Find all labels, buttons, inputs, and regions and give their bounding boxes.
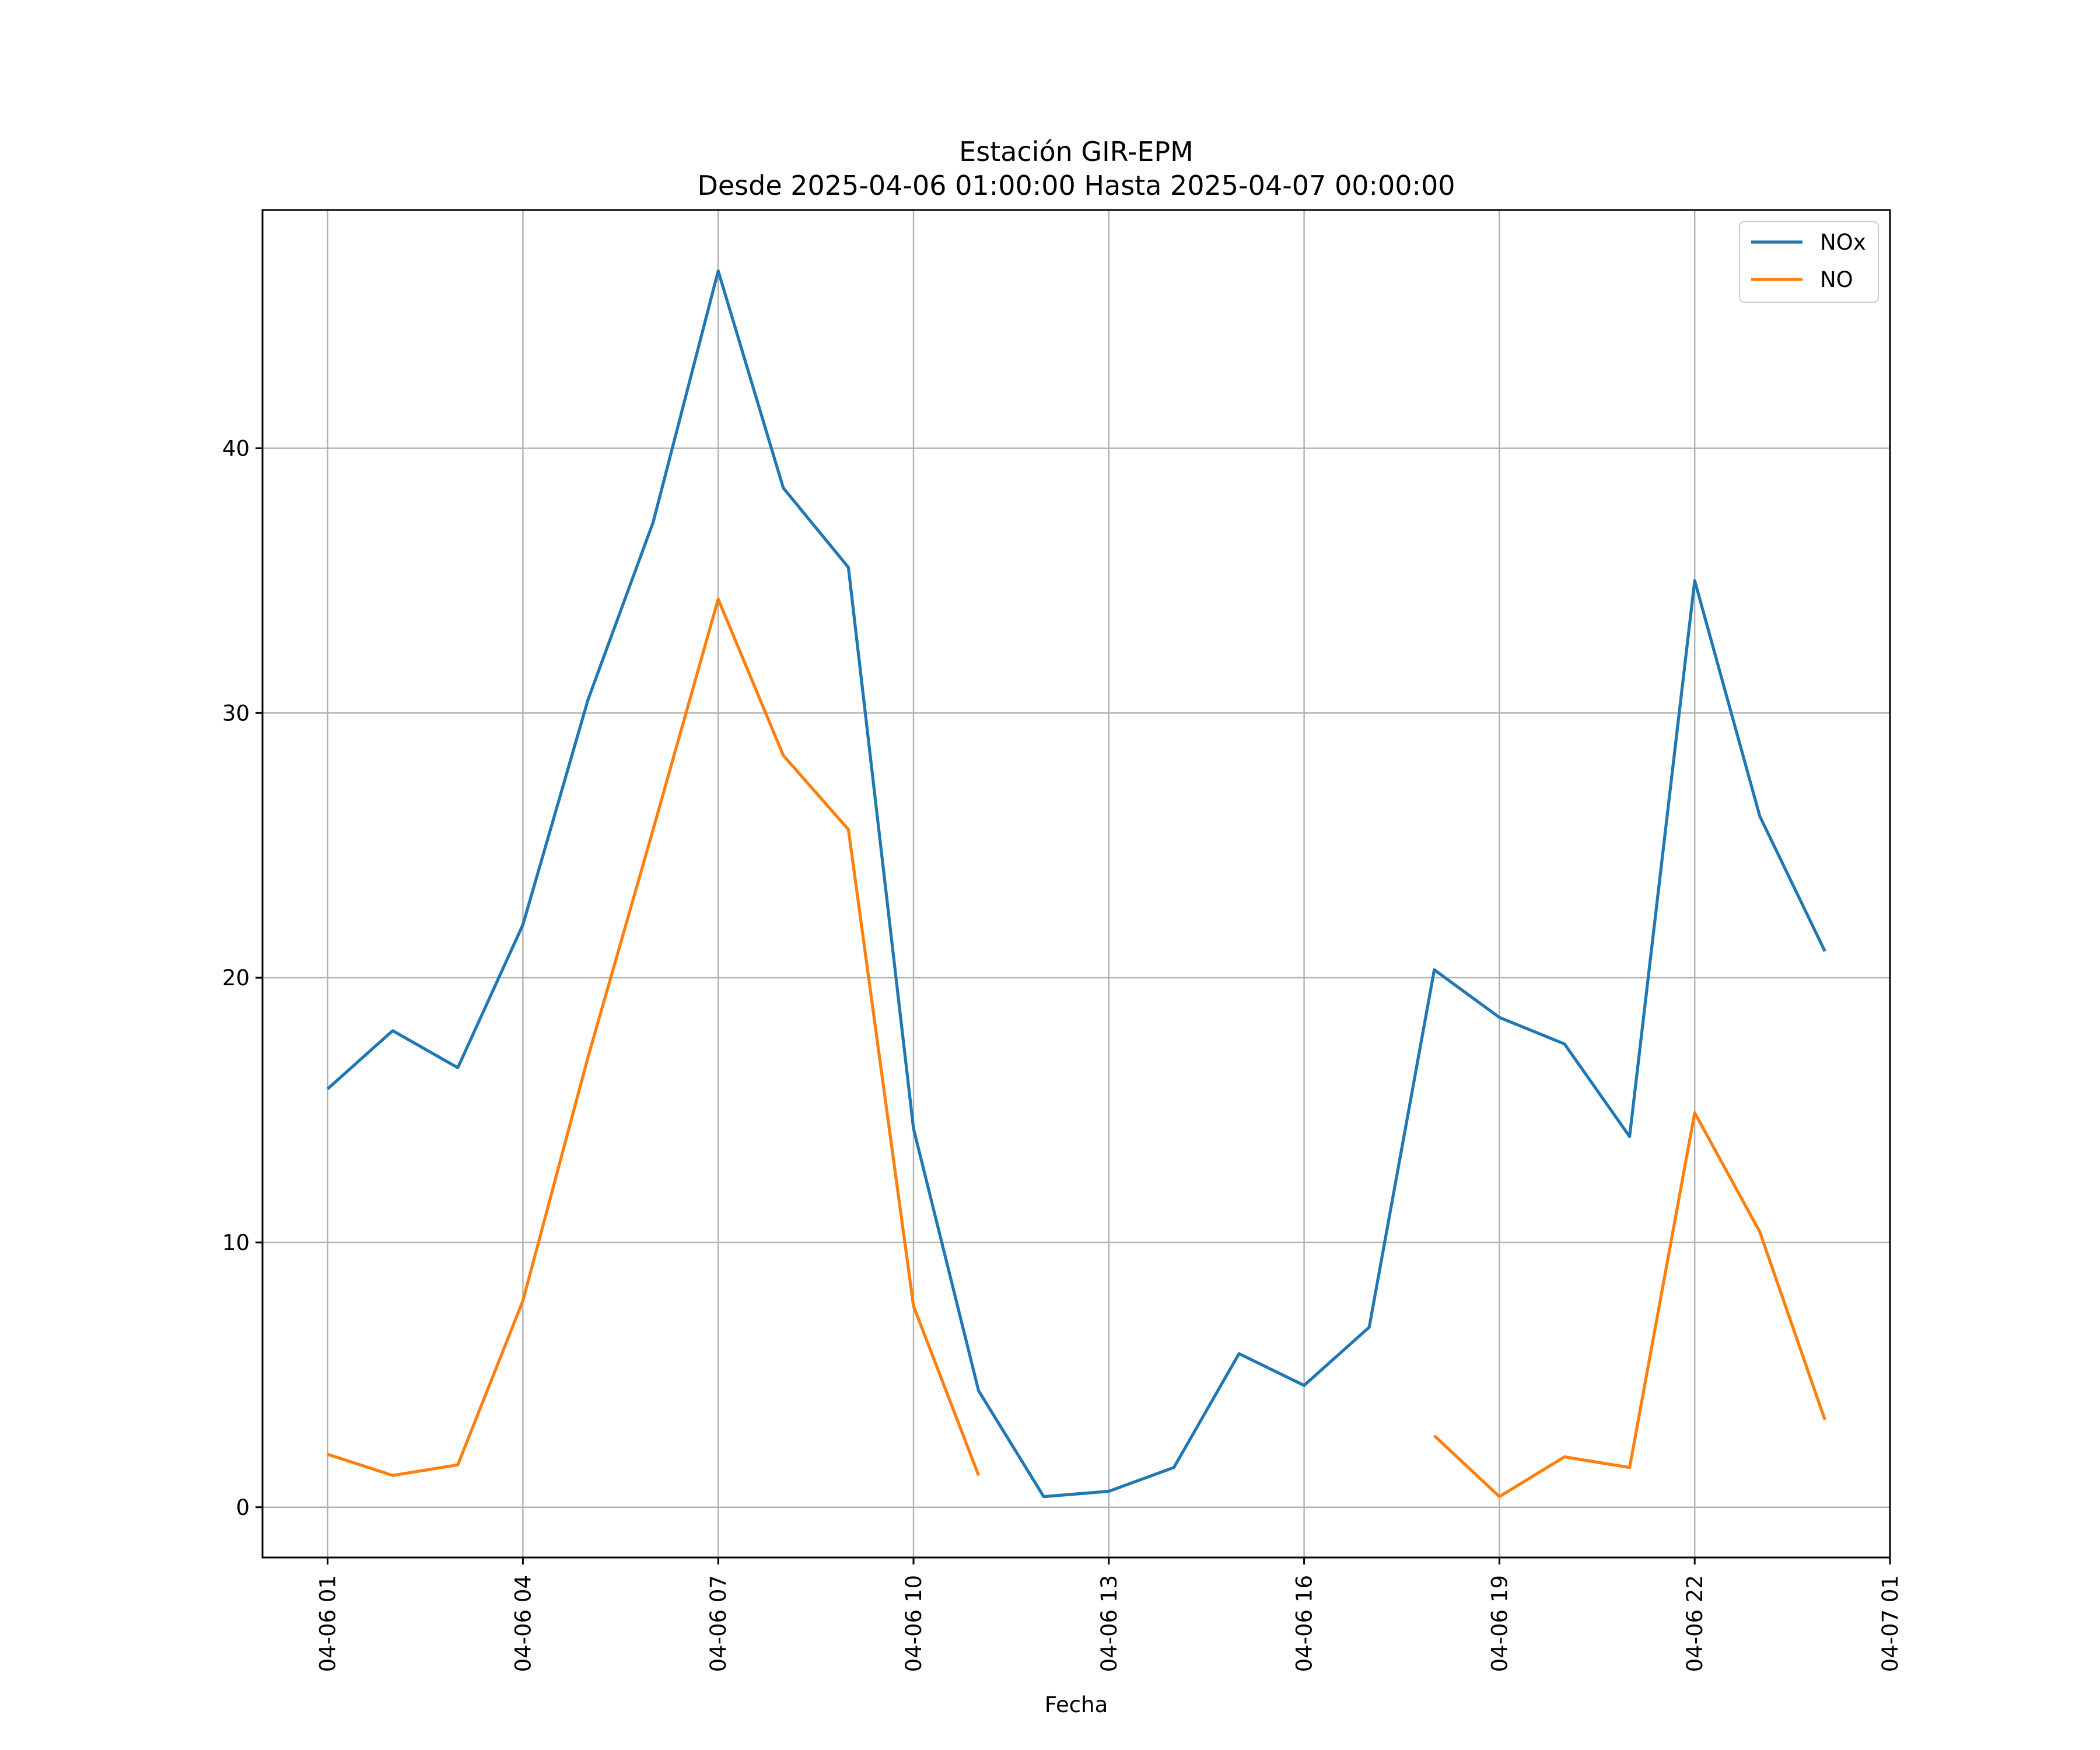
x-tick-label: 04-07 01 [1878, 1575, 1903, 1672]
x-tick-label: 04-06 01 [316, 1575, 341, 1672]
x-tick-label: 04-06 07 [706, 1575, 731, 1672]
x-tick-label: 04-06 04 [510, 1575, 536, 1672]
chart-title: Estación GIR-EPM [959, 136, 1194, 167]
x-tick-label: 04-06 10 [901, 1575, 926, 1672]
legend: NOx NO [1739, 221, 1879, 303]
grid-lines [262, 210, 1891, 1558]
legend-label-no: NO [1820, 267, 1853, 292]
plot-area-frame [261, 209, 1891, 1559]
y-tick-label: 20 [222, 965, 250, 991]
x-tick-label: 04-06 13 [1097, 1575, 1122, 1672]
y-tick-label: 10 [222, 1230, 250, 1255]
legend-label-nox: NOx [1820, 230, 1866, 255]
series-line-nox [326, 269, 1826, 1499]
x-tick-label: 04-06 22 [1682, 1575, 1707, 1672]
x-axis-label: Fecha [1045, 1692, 1108, 1717]
series-line-no [327, 597, 981, 1477]
x-tick-label: 04-06 19 [1487, 1575, 1512, 1672]
axis-ticks: 0 10 20 30 40 04-06 01 04-06 04 04-06 07 04-06 1… [222, 436, 1903, 1672]
series-lines [326, 269, 1826, 1499]
y-tick-label: 30 [222, 701, 250, 726]
x-tick-label: 04-06 16 [1292, 1575, 1317, 1672]
y-tick-label: 40 [222, 436, 250, 461]
series-line-no [1433, 1111, 1826, 1499]
chart-subtitle: Desde 2025-04-06 01:00:00 Hasta 2025-04-… [697, 170, 1455, 201]
y-tick-label: 0 [236, 1495, 250, 1520]
